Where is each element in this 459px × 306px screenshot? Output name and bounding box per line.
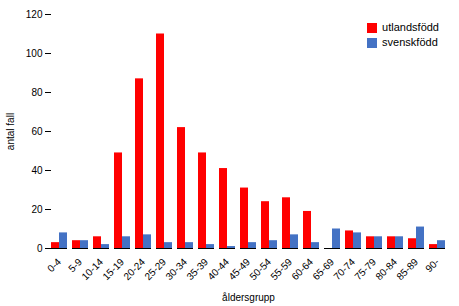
svg-text:20: 20 (31, 204, 43, 215)
svg-text:50-54: 50-54 (247, 256, 273, 282)
svg-text:antal fall: antal fall (5, 113, 16, 150)
svg-text:55-59: 55-59 (268, 256, 294, 282)
svg-text:85-89: 85-89 (394, 256, 420, 282)
svg-text:40: 40 (31, 165, 43, 176)
svg-text:35-39: 35-39 (184, 256, 210, 282)
svg-text:15-19: 15-19 (100, 256, 126, 282)
svg-text:0: 0 (37, 243, 43, 254)
svg-text:100: 100 (26, 48, 43, 59)
svg-text:90-: 90- (423, 256, 441, 274)
svg-text:åldersgrupp: åldersgrupp (222, 292, 275, 303)
svg-text:120: 120 (26, 9, 43, 20)
svg-text:65-69: 65-69 (310, 256, 336, 282)
svg-text:5-9: 5-9 (66, 256, 85, 275)
svg-text:45-49: 45-49 (226, 256, 252, 282)
svg-text:75-79: 75-79 (352, 256, 378, 282)
html-text:svenskfödd: svenskfödd (382, 36, 438, 48)
svg-text:70-74: 70-74 (331, 256, 357, 282)
svg-text:10-14: 10-14 (79, 256, 105, 282)
svg-text:60-64: 60-64 (289, 256, 315, 282)
svg-text:20-24: 20-24 (121, 256, 147, 282)
html-text:utlandsfödd: utlandsfödd (382, 21, 439, 33)
svg-text:60: 60 (31, 126, 43, 137)
svg-text:25-29: 25-29 (142, 256, 168, 282)
svg-text:40-44: 40-44 (205, 256, 231, 282)
svg-text:80-84: 80-84 (373, 256, 399, 282)
svg-text:80: 80 (31, 87, 43, 98)
svg-text:0-4: 0-4 (45, 256, 63, 274)
svg-text:30-34: 30-34 (163, 256, 189, 282)
